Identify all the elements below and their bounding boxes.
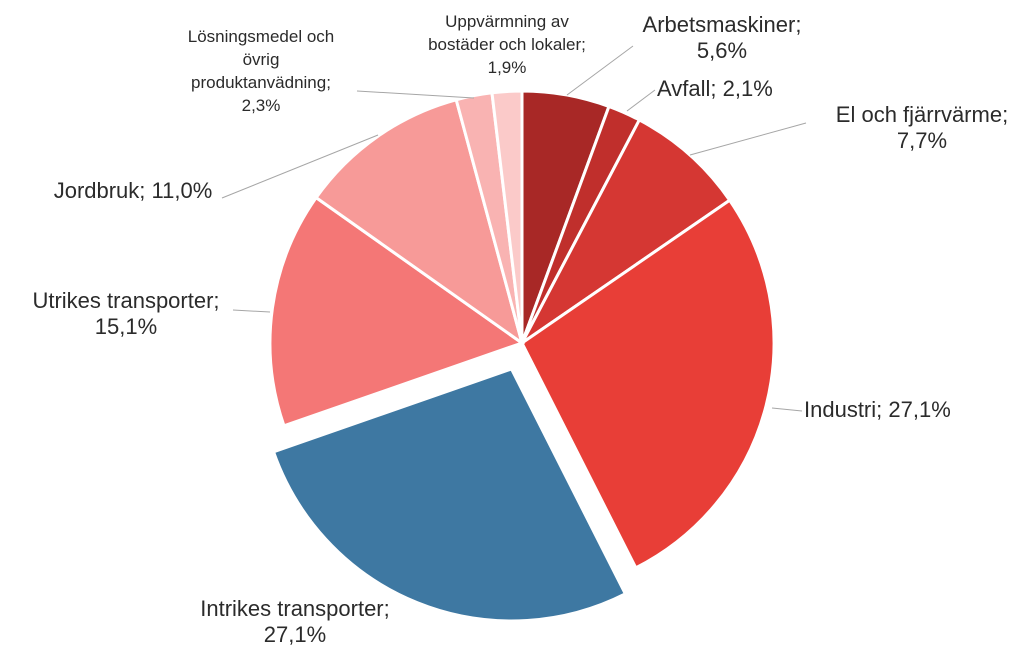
slice-label-line: bostäder och lokaler; (428, 35, 586, 54)
slice-label-line: 7,7% (897, 128, 947, 153)
leader-line-8 (356, 90, 475, 99)
pie-slice-5 (271, 367, 628, 623)
slice-label-8: Lösningsmedel och övrig produktanvädning; 2… (188, 27, 334, 115)
slice-labels: Arbetsmaskiner; 5,6% Avfall; 2,1% El och fj… (32, 12, 1008, 647)
slice-label-line: Jordbruk; 11,0% (54, 178, 213, 203)
slice-label-line: Arbetsmaskiner; (643, 12, 802, 37)
pie-slice-9 (490, 89, 524, 344)
pie-slice-7 (314, 97, 525, 347)
slice-label-line: övrig (243, 50, 280, 69)
slice-label-line: Industri; 27,1% (804, 397, 951, 422)
leader-lines (221, 45, 807, 412)
slice-label-5: Intrikes transporter; 27,1% (200, 596, 390, 647)
slice-label-line: Lösningsmedel och (188, 27, 334, 46)
leader-line-3 (689, 122, 807, 156)
slice-label-line: 2,3% (242, 96, 281, 115)
slice-label-line: 15,1% (95, 314, 157, 339)
slice-label-2: Avfall; 2,1% (657, 76, 773, 101)
slice-label-4: Industri; 27,1% (804, 397, 951, 422)
slice-label-9: Uppvärmning av bostäder och lokaler; 1,9% (428, 12, 586, 77)
leader-line-4 (771, 407, 803, 412)
slice-label-line: El och fjärrvärme; (836, 102, 1008, 127)
slice-label-7: Jordbruk; 11,0% (54, 178, 213, 203)
leader-line-1 (566, 45, 634, 96)
slice-label-line: Uppvärmning av (445, 12, 569, 31)
slice-label-line: Intrikes transporter; (200, 596, 390, 621)
leader-line-6 (232, 309, 271, 313)
slice-label-3: El och fjärrvärme; 7,7% (836, 102, 1008, 153)
slice-label-line: 27,1% (264, 622, 326, 647)
pie-slice-3 (520, 117, 732, 345)
pie-slice-4 (520, 198, 776, 570)
slice-label-1: Arbetsmaskiner; 5,6% (643, 12, 802, 63)
slice-label-line: 1,9% (488, 58, 527, 77)
slice-label-line: Utrikes transporter; (32, 288, 219, 313)
slice-label-6: Utrikes transporter; 15,1% (32, 288, 219, 339)
slice-label-line: 5,6% (697, 38, 747, 63)
pie-slices (268, 89, 776, 623)
pie-slice-6 (268, 195, 526, 428)
slice-label-line: produktanvädning; (191, 73, 331, 92)
leader-line-2 (626, 89, 656, 112)
leader-line-7 (221, 134, 379, 199)
slice-label-line: Avfall; 2,1% (657, 76, 773, 101)
